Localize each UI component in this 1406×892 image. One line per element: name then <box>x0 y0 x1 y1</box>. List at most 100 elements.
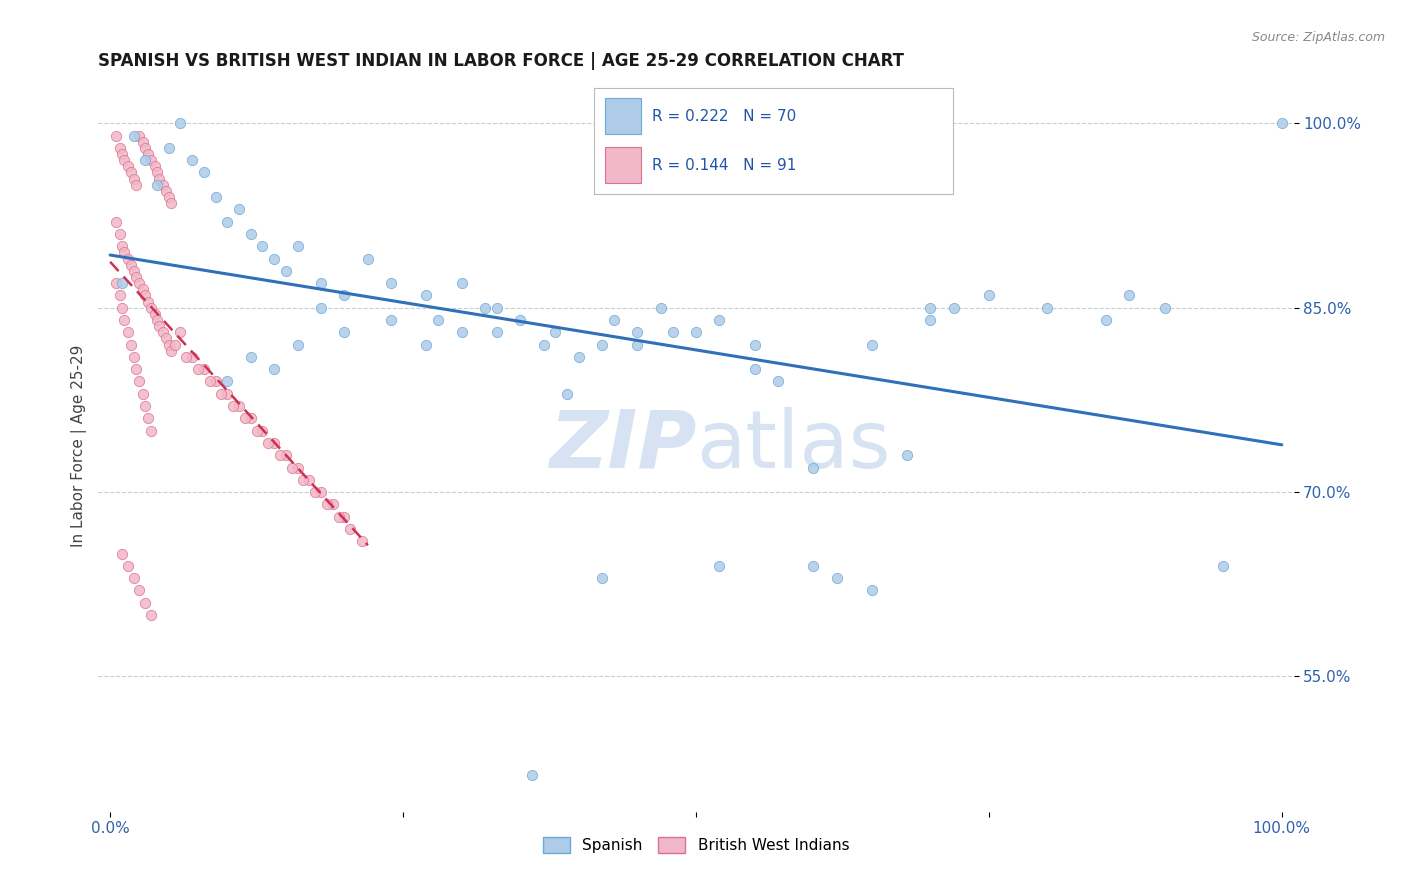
Point <box>128 583 150 598</box>
Point <box>217 375 239 389</box>
Point <box>122 350 145 364</box>
Point <box>148 319 170 334</box>
Point <box>112 245 135 260</box>
Point <box>132 135 155 149</box>
Point <box>709 558 731 573</box>
Point <box>146 165 169 179</box>
Point <box>134 399 156 413</box>
Point <box>333 326 356 340</box>
Point <box>125 178 148 192</box>
Point <box>228 399 250 413</box>
Point <box>1153 301 1175 315</box>
Point <box>105 214 128 228</box>
Point <box>287 337 309 351</box>
Point <box>120 337 142 351</box>
Point <box>217 386 239 401</box>
Point <box>143 159 166 173</box>
Point <box>709 313 731 327</box>
Point <box>309 276 332 290</box>
Point <box>304 485 326 500</box>
Point <box>169 116 191 130</box>
Point <box>193 362 215 376</box>
Point <box>111 547 134 561</box>
Point <box>322 497 344 511</box>
Point <box>163 337 186 351</box>
Point <box>568 350 591 364</box>
Point <box>134 153 156 168</box>
Point <box>626 326 648 340</box>
Point <box>252 239 274 253</box>
Point <box>105 128 128 143</box>
Point <box>155 331 177 345</box>
Point <box>233 411 256 425</box>
Point <box>685 326 707 340</box>
Point <box>298 473 321 487</box>
Point <box>626 337 648 351</box>
Point <box>766 375 789 389</box>
Point <box>650 301 672 315</box>
Point <box>211 386 233 401</box>
Point <box>896 448 918 462</box>
Point <box>157 141 180 155</box>
Point <box>239 350 262 364</box>
Point <box>111 147 134 161</box>
Point <box>111 276 134 290</box>
Point <box>801 460 824 475</box>
Point <box>132 282 155 296</box>
Point <box>1095 313 1118 327</box>
Point <box>509 313 531 327</box>
Point <box>122 264 145 278</box>
Point <box>160 196 183 211</box>
Point <box>292 473 315 487</box>
Point <box>193 165 215 179</box>
Point <box>920 301 942 315</box>
Point <box>316 497 339 511</box>
Point <box>274 264 297 278</box>
Text: atlas: atlas <box>696 407 890 485</box>
Point <box>977 288 1000 302</box>
Legend: Spanish, British West Indians: Spanish, British West Indians <box>537 830 855 859</box>
Point <box>134 596 156 610</box>
Point <box>281 460 304 475</box>
Point <box>544 326 567 340</box>
Point <box>155 184 177 198</box>
Point <box>555 386 578 401</box>
Point <box>112 153 135 168</box>
Point <box>222 399 245 413</box>
Point <box>204 375 226 389</box>
Point <box>143 307 166 321</box>
Point <box>246 424 269 438</box>
Point <box>198 375 221 389</box>
Point <box>263 436 285 450</box>
Point <box>111 301 134 315</box>
Point <box>141 153 163 168</box>
Point <box>744 337 766 351</box>
Point <box>141 424 163 438</box>
Point <box>111 239 134 253</box>
Point <box>122 128 145 143</box>
Point <box>287 239 309 253</box>
Point <box>136 147 159 161</box>
Point <box>120 165 142 179</box>
Point <box>152 178 174 192</box>
Point <box>485 326 508 340</box>
Point <box>239 411 262 425</box>
Point <box>1118 288 1140 302</box>
Point <box>125 270 148 285</box>
Point <box>148 171 170 186</box>
Point <box>157 190 180 204</box>
Point <box>122 171 145 186</box>
Point <box>117 159 139 173</box>
Point <box>157 337 180 351</box>
Point <box>125 362 148 376</box>
Point <box>274 448 297 462</box>
Point <box>204 190 226 204</box>
Point <box>591 571 613 585</box>
Point <box>309 301 332 315</box>
Point <box>450 326 472 340</box>
Point <box>333 509 356 524</box>
Point <box>108 288 131 302</box>
Point <box>252 424 274 438</box>
Point <box>152 326 174 340</box>
Point <box>1271 116 1294 130</box>
